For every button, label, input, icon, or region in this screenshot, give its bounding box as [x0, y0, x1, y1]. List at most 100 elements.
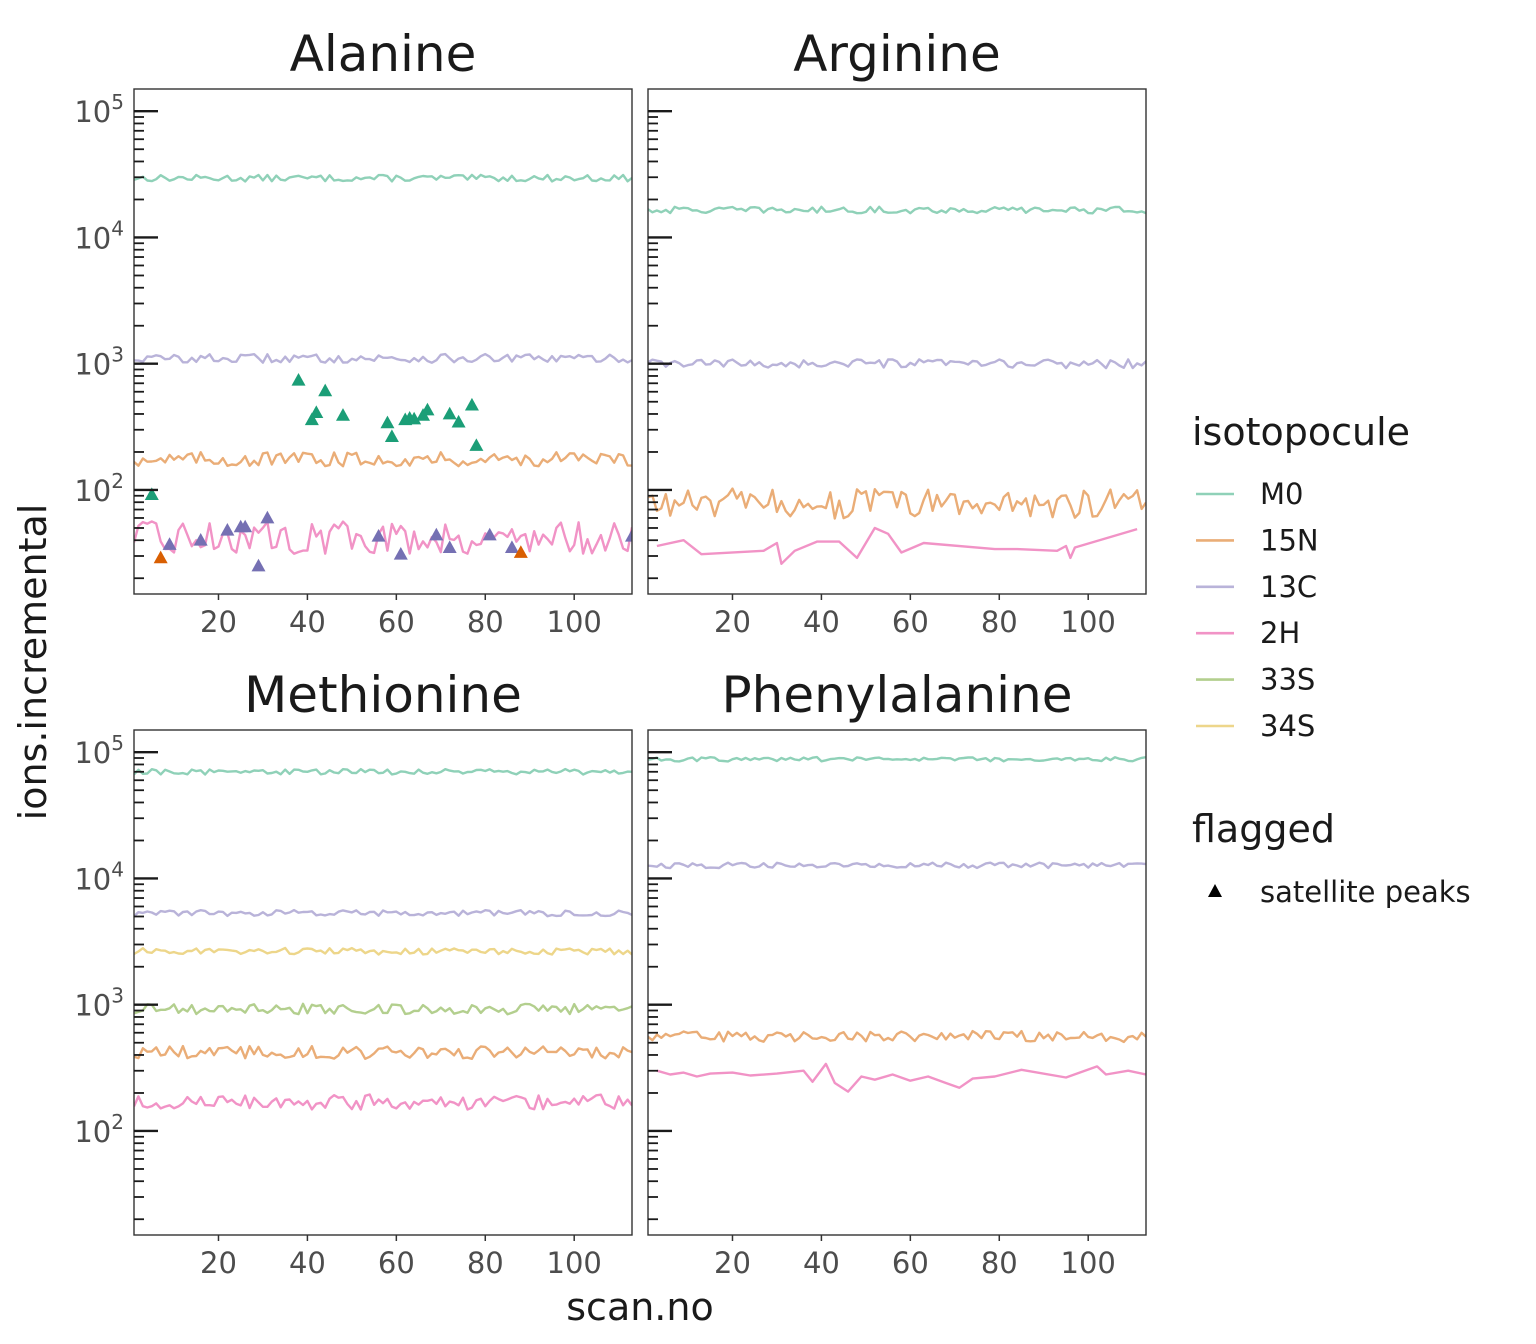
panel-title: Phenylalanine: [722, 666, 1073, 724]
x-tick-label: 60: [378, 605, 415, 639]
x-tick-label: 100: [1061, 605, 1116, 639]
flagged-point: [482, 527, 497, 541]
series-line-34S: [134, 946, 632, 956]
series-line-15N: [134, 451, 632, 468]
flagged-point: [442, 540, 457, 553]
series-line-15N: [648, 487, 1146, 520]
x-tick-label: 100: [1061, 1246, 1116, 1280]
y-tick-label: 104: [74, 857, 124, 896]
panel-title: Arginine: [793, 25, 1001, 83]
flagged-point: [309, 405, 324, 419]
plot-area: [134, 173, 632, 572]
flagged-point: [220, 523, 235, 536]
x-tick-label: 100: [547, 1246, 602, 1280]
series-line-13C: [648, 358, 1146, 370]
flagged-point: [513, 545, 528, 558]
plot-area: [648, 205, 1146, 565]
x-tick-label: 40: [289, 1246, 326, 1280]
series-line-15N: [134, 1044, 632, 1060]
series-line-2H: [134, 520, 632, 555]
flagged-point: [335, 408, 350, 421]
x-tick-label: 60: [892, 1246, 929, 1280]
series-line-M0: [134, 767, 632, 776]
flagged-point: [291, 373, 306, 386]
series-line-M0: [134, 173, 632, 183]
flagged-point: [371, 529, 386, 542]
x-tick-label: 20: [714, 605, 751, 639]
panel-phenylalanine: Phenylalanine 20 40 60 80 100: [647, 666, 1147, 1280]
panel-title: Methionine: [244, 666, 522, 724]
flagged-point: [442, 406, 457, 420]
series-line-2H: [134, 1093, 632, 1111]
panel-border: [133, 88, 633, 595]
x-tick-label: 60: [378, 1246, 415, 1280]
legend-label-13C: 13C: [1260, 570, 1317, 604]
x-tick-label: 80: [981, 605, 1018, 639]
panel-border: [133, 729, 633, 1236]
legend: isotopocule M0 15N 13C 2H 33S 34S flagged satell…: [1192, 410, 1471, 909]
legend-label-M0: M0: [1260, 477, 1303, 511]
panel-title: Alanine: [290, 25, 477, 83]
plot-area: [134, 767, 632, 1111]
legend-label-33S: 33S: [1260, 663, 1315, 697]
flagged-point: [162, 537, 177, 550]
series-line-M0: [648, 755, 1146, 763]
flagged-point: [429, 527, 444, 541]
flagged-point: [318, 383, 333, 397]
flagged-point: [384, 429, 399, 442]
legend-label-15N: 15N: [1260, 523, 1319, 557]
series-line-13C: [648, 861, 1146, 870]
flagged-point: [260, 510, 275, 524]
y-tick-label: 105: [74, 90, 124, 129]
flagged-point: [380, 415, 395, 429]
panel-border: [647, 88, 1147, 595]
flagged-point: [420, 402, 435, 416]
x-tick-label: 40: [289, 605, 326, 639]
flagged-point: [193, 533, 208, 546]
flagged-point: [451, 414, 466, 428]
legend-label-satellite-peaks: satellite peaks: [1260, 875, 1471, 909]
flagged-point: [464, 397, 479, 411]
x-tick-label: 80: [981, 1246, 1018, 1280]
y-tick-label: 103: [74, 984, 124, 1023]
legend-title-flagged: flagged: [1192, 807, 1335, 851]
x-tick-label: 80: [467, 605, 504, 639]
flagged-point: [251, 558, 266, 572]
series-line-2H: [656, 526, 1138, 565]
flagged-point: [504, 540, 519, 553]
series-line-13C: [134, 352, 632, 364]
x-tick-label: 40: [803, 605, 840, 639]
plot-area: [648, 755, 1146, 1093]
y-tick-label: 102: [74, 469, 124, 508]
panel-methionine: Methionine 102 103 104 105 20 40 60 80 100: [74, 666, 633, 1280]
flagged-point: [469, 438, 484, 451]
flagged-point: [153, 550, 168, 564]
y-tick-label: 105: [74, 731, 124, 770]
y-tick-label: 103: [74, 343, 124, 382]
flagged-point: [393, 546, 408, 560]
flagged-point: [304, 412, 319, 426]
legend-key-satellite-peaks: [1208, 884, 1222, 897]
series-line-33S: [134, 1002, 632, 1016]
panel-arginine: Arginine 20 40 60 80 100: [647, 25, 1147, 639]
x-tick-label: 80: [467, 1246, 504, 1280]
y-tick-label: 104: [74, 216, 124, 255]
y-tick-label: 102: [74, 1110, 124, 1149]
x-tick-label: 40: [803, 1246, 840, 1280]
x-tick-label: 60: [892, 605, 929, 639]
panel-border: [647, 729, 1147, 1236]
x-tick-label: 20: [200, 605, 237, 639]
x-tick-label: 20: [200, 1246, 237, 1280]
x-tick-label: 20: [714, 1246, 751, 1280]
y-axis-title: ions.incremental: [11, 504, 55, 821]
series-line-M0: [648, 205, 1146, 215]
x-tick-label: 100: [547, 605, 602, 639]
series-line-13C: [134, 908, 632, 918]
series-line-15N: [648, 1029, 1146, 1044]
series-line-2H: [656, 1062, 1146, 1093]
x-axis-title: scan.no: [566, 1285, 713, 1329]
legend-title-isotopocule: isotopocule: [1192, 410, 1410, 454]
panel-alanine: Alanine 102 103 104 105 20 40 60 80 100: [74, 25, 633, 639]
flagged-point: [238, 519, 253, 533]
